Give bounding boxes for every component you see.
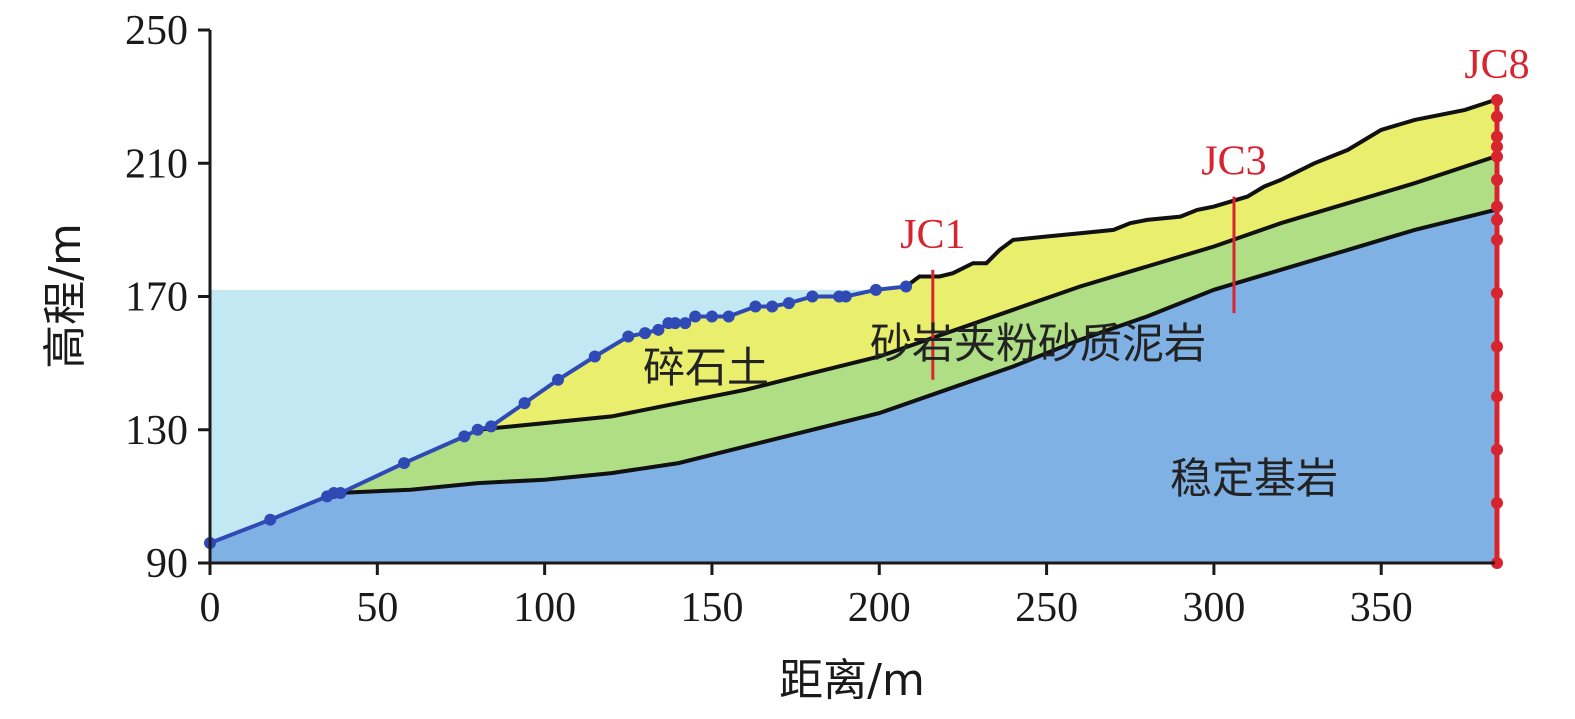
x-tick-label: 150	[680, 585, 743, 631]
borehole-point	[1491, 110, 1503, 123]
survey-point	[518, 397, 531, 410]
x-tick-label: 250	[1015, 585, 1078, 631]
borehole-point	[1491, 173, 1503, 186]
borehole-point	[1491, 557, 1503, 569]
survey-point	[264, 513, 277, 526]
survey-point	[652, 323, 665, 336]
survey-point	[398, 457, 411, 470]
layer-label-bedrock: 稳定基岩	[1170, 454, 1338, 503]
y-tick-label: 130	[125, 408, 188, 454]
survey-point	[705, 310, 718, 323]
x-tick-label: 50	[356, 585, 398, 631]
survey-point	[552, 373, 565, 386]
borehole-point	[1491, 497, 1503, 510]
borehole-point	[1491, 390, 1503, 403]
survey-point	[839, 290, 852, 303]
borehole-point	[1491, 443, 1503, 456]
survey-point	[485, 420, 498, 433]
borehole-point	[1491, 340, 1503, 353]
survey-point	[622, 330, 635, 343]
x-tick-label: 100	[513, 585, 576, 631]
borehole-point	[1491, 200, 1503, 213]
survey-point	[900, 280, 913, 293]
y-tick-label: 250	[125, 8, 188, 54]
survey-point	[471, 423, 484, 436]
x-tick-label: 300	[1182, 585, 1245, 631]
layer-label-rubble: 碎石土	[643, 343, 769, 392]
x-axis-title: 距离/m	[779, 655, 925, 706]
x-tick-label: 350	[1350, 585, 1413, 631]
survey-point	[749, 300, 762, 313]
survey-point	[766, 300, 779, 313]
boundary-lines	[337, 98, 1496, 495]
borehole-point	[1491, 233, 1503, 246]
plot-layers	[210, 100, 1496, 563]
borehole-label-jc1: JC1	[900, 212, 965, 258]
borehole-label-jc8: JC8	[1464, 42, 1529, 88]
borehole-point	[1491, 150, 1503, 163]
survey-line	[204, 280, 913, 550]
borehole-label-jc3: JC3	[1201, 139, 1266, 185]
layer-label-sandstone: 砂岩夹粉砂质泥岩	[870, 319, 1206, 368]
layer-bedrock-area	[210, 209, 1495, 563]
borehole-point	[1491, 213, 1503, 226]
borehole-point	[1491, 140, 1503, 153]
x-tick-label: 0	[200, 585, 221, 631]
boreholes: JC1 JC3 JC8	[900, 42, 1530, 569]
y-tick-label: 170	[125, 275, 188, 321]
survey-point	[639, 327, 652, 340]
rubble-base-line	[477, 154, 1496, 432]
survey-point	[588, 350, 601, 363]
survey-point	[722, 310, 735, 323]
survey-point	[806, 290, 819, 303]
survey-point	[458, 430, 471, 443]
bedrock-top-line	[337, 207, 1496, 495]
x-tick-label: 200	[848, 585, 911, 631]
survey-point	[334, 487, 347, 500]
survey-point	[689, 310, 702, 323]
ground-surface-line	[904, 98, 1496, 289]
survey-point	[782, 297, 795, 310]
axes: 0 50 100 150 200 250 300 350 90 130 170 210 250	[125, 8, 1495, 631]
layer-rubble-area	[337, 100, 1496, 493]
y-tick-label: 210	[125, 141, 188, 187]
borehole-point	[1491, 287, 1503, 300]
layer-sandstone-area	[337, 156, 1496, 493]
survey-point	[679, 317, 692, 330]
borehole-point	[1491, 130, 1503, 143]
borehole-point	[1491, 93, 1503, 106]
survey-point	[869, 283, 882, 296]
y-tick-label: 90	[146, 541, 188, 587]
survey-point	[669, 317, 682, 330]
y-axis-title: 高程/m	[40, 223, 91, 369]
